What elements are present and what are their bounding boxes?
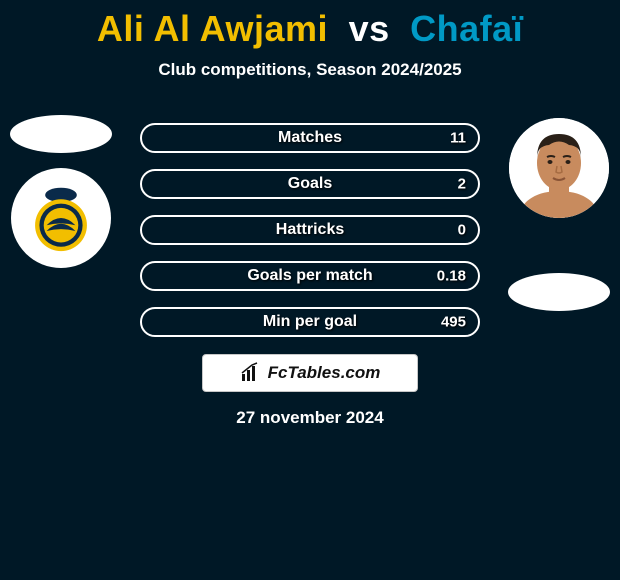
stat-bar-value: 0.18 bbox=[437, 268, 466, 285]
branding-box: FcTables.com bbox=[202, 354, 418, 392]
subtitle: Club competitions, Season 2024/2025 bbox=[0, 60, 620, 80]
stat-bar-label: Min per goal bbox=[263, 313, 357, 331]
branding-text: FcTables.com bbox=[268, 363, 381, 383]
al-nassr-logo-icon bbox=[25, 182, 97, 254]
stat-bar-value: 495 bbox=[441, 314, 466, 331]
date-text: 27 november 2024 bbox=[236, 408, 383, 428]
stat-bar-value: 2 bbox=[458, 176, 466, 193]
stat-bar-value: 0 bbox=[458, 222, 466, 239]
club-logo-left bbox=[11, 168, 111, 268]
stat-bar-value: 11 bbox=[450, 130, 466, 147]
player-avatar-icon bbox=[509, 118, 609, 218]
chart-icon bbox=[240, 362, 262, 384]
title-vs: vs bbox=[349, 8, 390, 49]
stat-bar-label: Goals per match bbox=[247, 267, 372, 285]
stat-bar-goals: Goals 2 bbox=[140, 169, 480, 199]
stat-bars: Matches 11 Goals 2 Hattricks 0 Goals per match… bbox=[140, 123, 480, 353]
right-column bbox=[508, 118, 610, 311]
stat-bar-label: Hattricks bbox=[276, 221, 344, 239]
stat-bar-label: Matches bbox=[278, 129, 342, 147]
stat-bar-matches: Matches 11 bbox=[140, 123, 480, 153]
left-oval-placeholder bbox=[10, 115, 112, 153]
stat-bar-min-per-goal: Min per goal 495 bbox=[140, 307, 480, 337]
right-oval-placeholder bbox=[508, 273, 610, 311]
stat-bar-label: Goals bbox=[288, 175, 332, 193]
stat-bar-hattricks: Hattricks 0 bbox=[140, 215, 480, 245]
title-player1: Ali Al Awjami bbox=[97, 8, 328, 49]
left-column bbox=[10, 115, 112, 268]
title-player2: Chafaï bbox=[410, 8, 523, 49]
player-photo-right bbox=[509, 118, 609, 218]
stat-bar-goals-per-match: Goals per match 0.18 bbox=[140, 261, 480, 291]
title: Ali Al Awjami vs Chafaï bbox=[0, 0, 620, 50]
